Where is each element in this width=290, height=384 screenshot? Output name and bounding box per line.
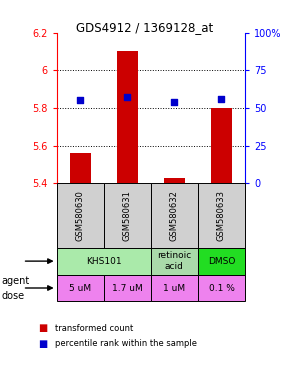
Bar — [117, 51, 138, 183]
Text: transformed count: transformed count — [55, 324, 133, 333]
Text: percentile rank within the sample: percentile rank within the sample — [55, 339, 197, 348]
Text: GSM580633: GSM580633 — [217, 190, 226, 241]
Bar — [198, 183, 245, 248]
Text: agent: agent — [1, 276, 30, 286]
Text: DMSO: DMSO — [208, 257, 235, 266]
Text: 1.7 uM: 1.7 uM — [112, 283, 143, 293]
Point — [78, 97, 82, 103]
Text: GDS4912 / 1369128_at: GDS4912 / 1369128_at — [76, 21, 214, 34]
Bar — [104, 275, 151, 301]
Text: 1 uM: 1 uM — [163, 283, 185, 293]
Bar — [164, 177, 185, 183]
Bar — [198, 275, 245, 301]
Text: ■: ■ — [38, 323, 47, 333]
Text: ■: ■ — [38, 339, 47, 349]
Bar — [151, 248, 198, 275]
Point — [219, 96, 224, 102]
Bar — [211, 108, 232, 183]
Text: 5 uM: 5 uM — [69, 283, 91, 293]
Text: 0.1 %: 0.1 % — [209, 283, 234, 293]
Text: GSM580630: GSM580630 — [76, 190, 85, 241]
Bar — [151, 275, 198, 301]
Bar — [57, 183, 104, 248]
Bar — [70, 153, 91, 183]
Text: GSM580631: GSM580631 — [123, 190, 132, 241]
Text: KHS101: KHS101 — [86, 257, 122, 266]
Point — [172, 99, 177, 105]
Text: GSM580632: GSM580632 — [170, 190, 179, 241]
Bar — [104, 183, 151, 248]
Point — [125, 94, 130, 101]
Bar — [198, 248, 245, 275]
Bar — [151, 183, 198, 248]
Bar — [57, 248, 151, 275]
Text: dose: dose — [1, 291, 25, 301]
Text: retinoic
acid: retinoic acid — [157, 252, 191, 271]
Bar — [57, 275, 104, 301]
